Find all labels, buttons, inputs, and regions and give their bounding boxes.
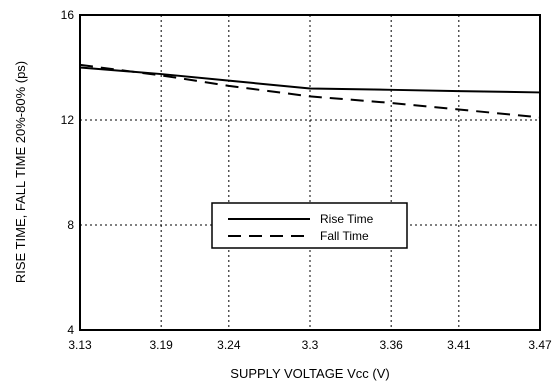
x-tick-label: 3.36 <box>379 338 403 352</box>
legend-fall-label: Fall Time <box>320 229 369 243</box>
legend-rise-label: Rise Time <box>320 212 374 226</box>
rise-time-line <box>79 66 541 94</box>
x-tick-label: 3.24 <box>217 338 241 352</box>
x-tick-label: 3.41 <box>447 338 471 352</box>
x-tick-label: 3.3 <box>302 338 319 352</box>
x-tick-labels: 3.13 3.19 3.24 3.3 3.36 3.41 3.47 <box>68 338 552 352</box>
y-tick-label: 4 <box>67 323 74 337</box>
plot-frame <box>79 14 541 331</box>
x-tick-label: 3.47 <box>528 338 552 352</box>
series-lines <box>79 63 541 119</box>
y-tick-label: 16 <box>61 8 75 22</box>
y-axis-label: RISE TIME, FALL TIME 20%-80% (ps) <box>13 61 28 283</box>
x-tick-label: 3.13 <box>68 338 92 352</box>
x-tick-label: 3.19 <box>149 338 173 352</box>
y-tick-label: 12 <box>61 113 75 127</box>
y-tick-labels: 4 8 12 16 <box>61 8 75 337</box>
legend: Rise Time Fall Time <box>211 202 408 249</box>
grid-lines <box>80 15 540 330</box>
fall-time-line <box>79 63 541 119</box>
x-axis-label: SUPPLY VOLTAGE Vcc (V) <box>230 366 389 381</box>
legend-box <box>211 202 408 249</box>
y-tick-label: 8 <box>67 218 74 232</box>
